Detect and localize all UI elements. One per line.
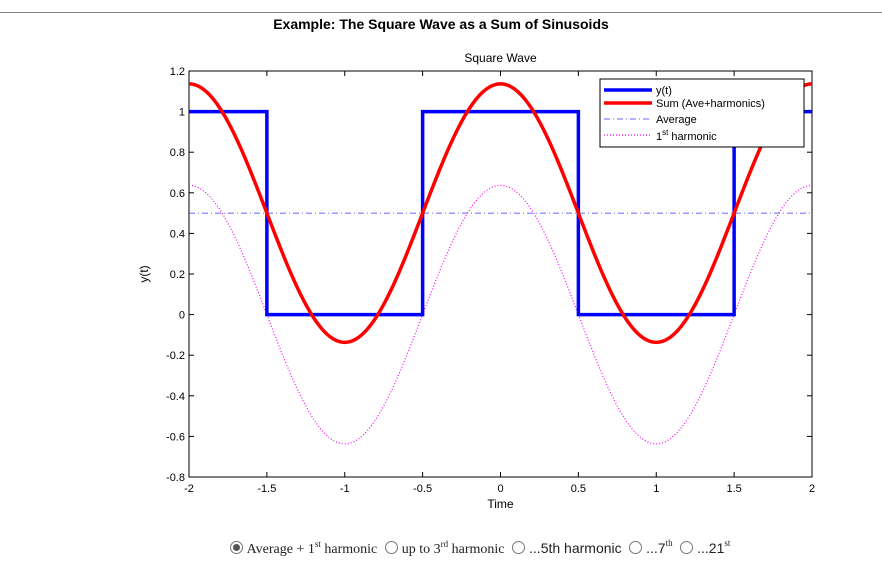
- y-tick-label: 1.2: [170, 66, 185, 78]
- page-title: Example: The Square Wave as a Sum of Sin…: [273, 16, 609, 32]
- option-21st-harmonic[interactable]: ...21st: [680, 538, 731, 558]
- radio-button[interactable]: [680, 541, 694, 554]
- series-sum: [189, 82, 812, 345]
- option-label-tail: harmonic: [320, 542, 378, 557]
- legend-label: Sum (Ave+harmonics): [656, 98, 765, 110]
- option-label: ...5th harmonic: [529, 540, 622, 556]
- x-tick-label: 0: [497, 483, 503, 495]
- x-tick-label: 2: [809, 483, 815, 495]
- x-tick-label: -0.5: [413, 483, 432, 495]
- legend-label-sup: st: [662, 128, 669, 137]
- y-tick-label: 0: [179, 310, 185, 322]
- y-tick-label: 1: [179, 107, 185, 119]
- top-divider: [0, 12, 882, 13]
- y-tick-label: -0.4: [166, 391, 185, 403]
- x-axis-label: Time: [487, 497, 514, 511]
- y-tick-label: -0.8: [166, 472, 185, 484]
- radio-button[interactable]: [384, 541, 398, 554]
- option-label-sup: st: [314, 539, 321, 549]
- plot-area: [189, 82, 812, 445]
- option-label-sup: th: [665, 538, 673, 548]
- y-tick-label: 0.4: [170, 228, 185, 240]
- y-tick-label: -0.6: [166, 431, 185, 443]
- option-label: ...21: [697, 540, 725, 556]
- legend-label: 1st harmonic: [656, 128, 717, 143]
- option-label-sup: st: [724, 538, 731, 548]
- chart-title: Square Wave: [464, 51, 537, 65]
- option-7th-harmonic[interactable]: ...7th: [629, 538, 673, 558]
- legend-label: Average: [656, 114, 697, 126]
- x-tick-label: 1: [653, 483, 659, 495]
- option-up-to-3rd-harmonic[interactable]: up to 3rd harmonic: [384, 539, 505, 558]
- legend-label: y(t): [656, 85, 672, 97]
- x-tick-label: -1: [340, 483, 350, 495]
- option-label: up to 3: [401, 542, 441, 557]
- option-5th-harmonic[interactable]: ...5th harmonic: [512, 540, 622, 558]
- option-label-sup: rd: [440, 539, 449, 549]
- option-label: Average + 1: [246, 542, 315, 557]
- y-tick-label: 0.6: [170, 188, 185, 200]
- series-1st-harmonic: [189, 184, 812, 445]
- y-tick-label: -0.2: [166, 350, 185, 362]
- y-axis-label: y(t): [137, 265, 151, 282]
- x-tick-label: -1.5: [257, 483, 276, 495]
- radio-button[interactable]: [512, 541, 526, 554]
- option-average-1st-harmonic[interactable]: Average + 1st harmonic: [229, 539, 378, 558]
- legend-label-part: harmonic: [668, 131, 717, 143]
- harmonic-options: Average + 1st harmonic up to 3rd harmoni…: [0, 538, 882, 558]
- x-tick-label: 1.5: [726, 483, 741, 495]
- legend-label-part: 1: [656, 131, 662, 143]
- y-tick-label: 0.2: [170, 269, 185, 281]
- x-tick-label: -2: [184, 483, 194, 495]
- radio-button-selected[interactable]: [229, 541, 243, 554]
- option-label: ...7: [646, 540, 666, 556]
- y-tick-label: 0.8: [170, 147, 185, 159]
- radio-button[interactable]: [629, 541, 643, 554]
- x-tick-label: 0.5: [571, 483, 586, 495]
- option-label-tail: harmonic: [448, 542, 505, 557]
